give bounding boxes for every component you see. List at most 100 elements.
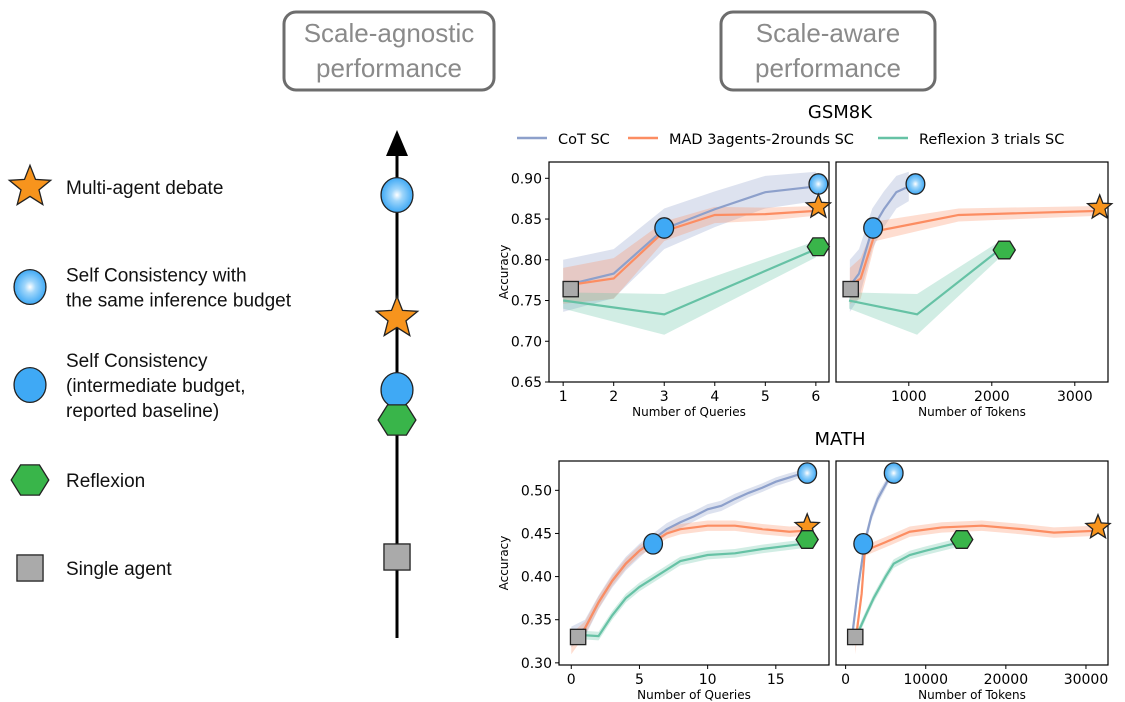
chart-panel: 1000 2000 3000 Number of Tokens [835, 161, 1114, 419]
circle-shape [643, 532, 664, 555]
y-tick-label: 0.45 [521, 526, 552, 542]
series-line [570, 524, 804, 645]
series-line [570, 472, 804, 638]
x-tick-label: 1 [559, 389, 568, 405]
chart-panel: 0 10000 20000 30000 Number of Tokens [835, 460, 1112, 702]
confidence-band [849, 206, 1100, 304]
legend-item: Single agent [16, 554, 172, 582]
circle-shape [13, 366, 47, 404]
y-tick-label: 0.40 [521, 570, 552, 586]
y-tick-label: 0.50 [521, 483, 552, 499]
star-shape [804, 192, 833, 219]
x-tick-label: 3000 [1057, 389, 1093, 405]
hexagon-marker-icon [795, 530, 819, 549]
gradient-circle-marker-icon [808, 173, 829, 195]
x-tick-label: 4 [710, 389, 719, 405]
y-tick-label: 0.75 [511, 294, 542, 310]
star-marker-icon [1084, 512, 1112, 540]
legend-label: Reflexion 3 trials SC [919, 132, 1064, 148]
series-line [562, 185, 816, 287]
y-tick-label: 0.90 [511, 171, 542, 187]
star-shape [1085, 193, 1114, 220]
gradient-circle-shape [797, 462, 818, 484]
confidence-band [855, 520, 1094, 655]
x-tick-label: 10000 [903, 672, 948, 688]
hexagon-marker-icon [806, 237, 831, 257]
y-axis-label: Accuracy [497, 245, 511, 300]
square-marker-icon [16, 554, 44, 582]
y-tick-label: 0.30 [521, 656, 552, 672]
square-marker-icon [846, 628, 864, 646]
square-marker-icon [383, 543, 411, 571]
y-tick-label: 0.35 [521, 613, 552, 629]
gradient-circle-marker-icon [905, 173, 926, 195]
hexagon-marker-icon [992, 240, 1017, 260]
legend-label: Reflexion [66, 471, 145, 492]
square-marker-icon [842, 280, 859, 298]
x-tick-label: 30000 [1064, 672, 1109, 688]
confidence-band [849, 171, 909, 312]
hexagon-marker-icon [949, 530, 974, 549]
star-shape [374, 294, 420, 338]
circle-marker-icon [643, 532, 664, 555]
series-legend: CoT SC MAD 3agents-2rounds SC Reflexion 3 … [517, 132, 1064, 148]
confidence-band [563, 206, 816, 304]
x-tick-label: 2 [609, 389, 618, 405]
chart-panel: 1 2 3 4 5 6 0.65 0.70 0.75 0.80 0.85 0.90 Number of … [497, 161, 833, 419]
hexagon-shape [795, 530, 819, 549]
legend-label: Self Consistency [66, 351, 208, 372]
square-shape [842, 280, 859, 298]
gsm8k-title: GSM8K [808, 102, 873, 123]
y-axis-label: Accuracy [497, 536, 511, 591]
circle-shape [853, 532, 874, 555]
scale-aware-header: Scale-aware performance [719, 10, 937, 92]
x-tick-label: 15 [767, 672, 785, 688]
x-tick-label: 5 [635, 672, 644, 688]
confidence-band [856, 537, 962, 642]
series-line [562, 209, 816, 287]
circle-marker-icon [863, 217, 884, 239]
gradient-circle-marker-icon [883, 462, 904, 484]
star-marker-icon [7, 163, 53, 207]
square-marker-icon [569, 628, 587, 646]
legend-label: CoT SC [558, 132, 610, 148]
x-tick-label: 6 [811, 389, 820, 405]
square-shape [562, 280, 580, 298]
x-tick-label: 3 [660, 389, 669, 405]
hexagon-shape [10, 464, 50, 496]
confidence-band [849, 241, 1001, 335]
gradient-circle-shape [808, 173, 829, 195]
hexagon-shape [949, 530, 974, 549]
header-line: Scale-agnostic [304, 18, 475, 48]
plot-area [850, 469, 1095, 655]
circle-marker-icon [380, 371, 414, 409]
legend-label: reported baseline) [66, 401, 219, 422]
y-tick-label: 0.65 [511, 375, 542, 391]
series-line [850, 472, 894, 638]
axes-frame [548, 161, 830, 383]
x-tick-label: 0 [567, 672, 576, 688]
square-shape [569, 628, 587, 646]
circle-shape [654, 217, 675, 239]
x-axis-label: Number of Tokens [918, 688, 1026, 702]
x-axis-label: Number of Queries [632, 405, 746, 419]
legend-entry: MAD 3agents-2rounds SC [628, 132, 854, 148]
legend-item: Multi-agent debate [7, 163, 223, 207]
star-marker-icon [804, 192, 833, 219]
square-shape [16, 554, 44, 582]
x-tick-label: 1000 [891, 389, 927, 405]
marker-legend: Multi-agent debate Self Consistency with t… [7, 163, 292, 582]
hexagon-marker-icon [10, 464, 50, 496]
star-shape [1084, 512, 1112, 540]
series-line [571, 542, 804, 639]
axes-frame [835, 161, 1109, 383]
confidence-band [563, 171, 816, 312]
gradient-circle-shape [905, 173, 926, 195]
series-line [854, 524, 1095, 645]
x-tick-label: 5 [761, 389, 770, 405]
gradient-circle-marker-icon [797, 462, 818, 484]
confidence-band [563, 241, 816, 335]
star-marker-icon [1085, 193, 1114, 220]
legend-label: Multi-agent debate [66, 178, 223, 199]
hexagon-marker-icon [377, 404, 417, 436]
